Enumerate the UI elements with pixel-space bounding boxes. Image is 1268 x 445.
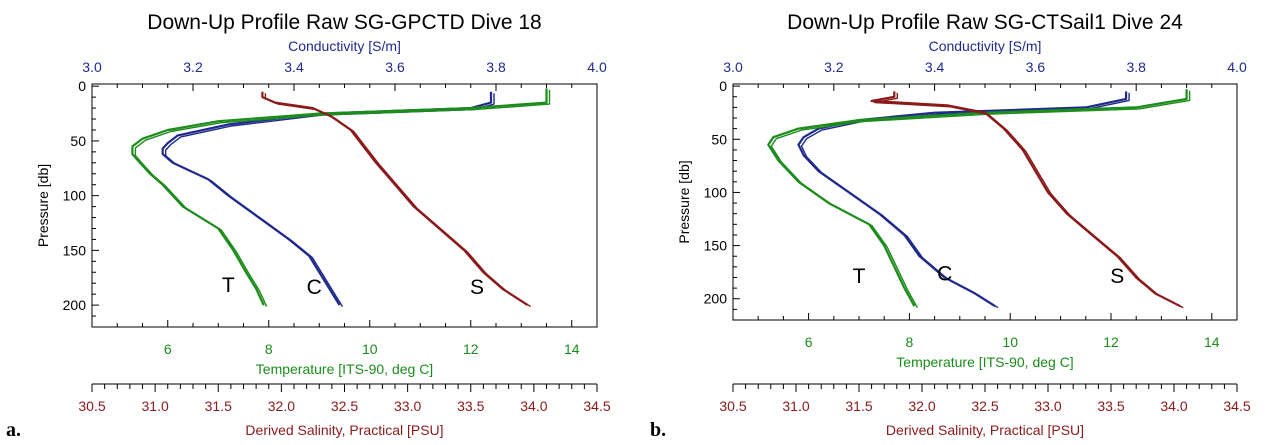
salinity-tick-label: 32.0 xyxy=(268,398,295,414)
temperature-tick-label: 12 xyxy=(1103,334,1119,350)
pressure-tick-label: 150 xyxy=(63,242,87,258)
temperature-profile-line-up xyxy=(770,90,1191,309)
conductivity-profile-line xyxy=(797,91,1128,308)
salinity-profile-line xyxy=(261,91,529,307)
conductivity-axis-label: Conductivity [S/m] xyxy=(929,38,1042,54)
temperature-tick-label: 10 xyxy=(362,341,378,357)
conductivity-tick-label: 3.6 xyxy=(1026,59,1046,75)
temperature-profile-line xyxy=(131,88,548,306)
salinity-tick-label: 33.0 xyxy=(1034,398,1061,414)
salinity-axis-label: Derived Salinity, Practical [PSU] xyxy=(245,422,443,438)
salinity-tick-label: 33.5 xyxy=(1097,398,1124,414)
salinity-tick-label: 32.0 xyxy=(908,398,935,414)
temperature-profile-line-up xyxy=(134,89,551,307)
temperature-tick-label: 6 xyxy=(805,334,813,350)
temperature-axis-label: Temperature [ITS-90, deg C] xyxy=(896,354,1073,370)
salinity-tick-label: 34.0 xyxy=(520,398,547,414)
salinity-tick-label: 31.0 xyxy=(782,398,809,414)
temperature-tick-label: 14 xyxy=(1204,334,1220,350)
annotation-t: T xyxy=(222,274,235,297)
panel-label-b: b. xyxy=(650,419,667,441)
pressure-tick-label: 100 xyxy=(704,184,728,200)
conductivity-tick-label: 3.2 xyxy=(824,59,844,75)
annotation-c: C xyxy=(937,263,952,286)
salinity-axis-label: Derived Salinity, Practical [PSU] xyxy=(886,422,1084,438)
conductivity-tick-label: 3.6 xyxy=(385,59,405,75)
annotation-c: C xyxy=(307,276,322,299)
conductivity-profile-line-up xyxy=(800,92,1130,309)
salinity-tick-label: 33.5 xyxy=(457,398,484,414)
temperature-tick-label: 8 xyxy=(906,334,914,350)
pressure-tick-label: 200 xyxy=(63,297,87,313)
salinity-tick-label: 34.5 xyxy=(1223,398,1250,414)
pressure-axis-label: Pressure [db] xyxy=(676,160,692,243)
pressure-tick-label: 50 xyxy=(70,133,86,149)
pressure-tick-label: 200 xyxy=(704,291,728,307)
salinity-profile-line-up xyxy=(873,92,1184,309)
temperature-tick-label: 10 xyxy=(1002,334,1018,350)
pressure-axis-label: Pressure [db] xyxy=(35,164,51,247)
conductivity-tick-label: 3.4 xyxy=(284,59,304,75)
temperature-tick-label: 14 xyxy=(564,341,580,357)
temperature-tick-label: 12 xyxy=(463,341,479,357)
annotation-s: S xyxy=(470,276,484,299)
temperature-tick-label: 8 xyxy=(265,341,273,357)
salinity-tick-label: 32.5 xyxy=(971,398,998,414)
salinity-tick-label: 30.5 xyxy=(719,398,746,414)
temperature-axis-label: Temperature [ITS-90, deg C] xyxy=(256,361,433,377)
salinity-tick-label: 31.0 xyxy=(142,398,169,414)
conductivity-tick-label: 3.0 xyxy=(82,59,102,75)
conductivity-tick-label: 3.8 xyxy=(1126,59,1146,75)
pressure-tick-label: 0 xyxy=(719,78,727,94)
temperature-profile-line xyxy=(767,89,1188,307)
chart-panel-a: Down-Up Profile Raw SG-GPCTD Dive 18 Cond… xyxy=(35,11,611,438)
conductivity-profile-line-up xyxy=(165,93,495,307)
annotation-t: T xyxy=(853,265,866,288)
chart-panel-b: Down-Up Profile Raw SG-CTSail1 Dive 24 Co… xyxy=(676,11,1251,438)
conductivity-tick-label: 3.4 xyxy=(925,59,945,75)
chart-title: Down-Up Profile Raw SG-GPCTD Dive 18 xyxy=(147,11,541,34)
salinity-tick-label: 34.0 xyxy=(1160,398,1187,414)
salinity-tick-label: 34.5 xyxy=(583,398,610,414)
salinity-tick-label: 33.0 xyxy=(394,398,421,414)
panel-label-a: a. xyxy=(6,419,21,441)
pressure-tick-label: 50 xyxy=(711,131,727,147)
salinity-tick-label: 31.5 xyxy=(845,398,872,414)
conductivity-tick-label: 3.0 xyxy=(723,59,743,75)
pressure-tick-label: 150 xyxy=(704,238,728,254)
pressure-tick-label: 100 xyxy=(63,188,87,204)
plot-frame xyxy=(732,83,1238,321)
conductivity-axis-label: Conductivity [S/m] xyxy=(288,38,401,54)
salinity-tick-label: 32.5 xyxy=(331,398,358,414)
plot-frame xyxy=(91,83,598,328)
chart-title: Down-Up Profile Raw SG-CTSail1 Dive 24 xyxy=(787,11,1183,34)
pressure-tick-label: 0 xyxy=(78,78,86,94)
annotation-s: S xyxy=(1110,265,1124,288)
conductivity-tick-label: 3.2 xyxy=(183,59,203,75)
conductivity-tick-label: 4.0 xyxy=(587,59,607,75)
temperature-tick-label: 6 xyxy=(164,341,172,357)
conductivity-tick-label: 3.8 xyxy=(486,59,506,75)
salinity-tick-label: 31.5 xyxy=(205,398,232,414)
salinity-profile-line-up xyxy=(264,93,531,308)
salinity-tick-label: 30.5 xyxy=(78,398,105,414)
salinity-profile-line xyxy=(870,91,1181,308)
conductivity-tick-label: 4.0 xyxy=(1227,59,1247,75)
